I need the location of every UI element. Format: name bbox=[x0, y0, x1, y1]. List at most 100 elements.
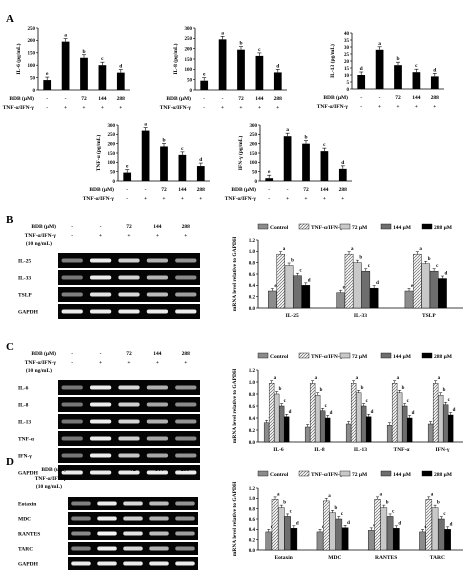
bar-C-4-4 bbox=[448, 414, 454, 443]
gel-tnf-value-B0: - bbox=[71, 233, 73, 239]
bar-C-3-4 bbox=[407, 417, 413, 443]
tnf-value-a2-4: + bbox=[433, 104, 436, 110]
legend-label-C4: 288 μM bbox=[434, 354, 453, 360]
y-tick-label-a3: 200 bbox=[108, 142, 116, 147]
sig-letter-C-1-3: c bbox=[325, 404, 328, 409]
gel-band-D-0-2 bbox=[123, 501, 143, 506]
bdb-value-a4-0: - bbox=[268, 187, 270, 193]
bdb-value-a2-4: 288 bbox=[431, 95, 440, 101]
gel-band-C-3-4 bbox=[175, 436, 197, 441]
gel-tnf-value-D4: + bbox=[183, 476, 186, 482]
gel-band-D-1-0 bbox=[71, 516, 91, 521]
gel-band-D-3-4 bbox=[175, 546, 195, 551]
sig-letter-a0-4: d bbox=[119, 64, 122, 70]
y-tick-label-a1: 300 bbox=[185, 27, 193, 32]
y-tick-label-D: 0.6 bbox=[249, 518, 256, 523]
gel-gene-label-D-0: Eotaxin bbox=[18, 502, 36, 508]
y-tick-label-a1: 100 bbox=[185, 68, 193, 73]
bar-B-0-2 bbox=[284, 265, 294, 309]
gel-gene-label-D-2: RANTES bbox=[18, 532, 40, 538]
bar-a0-2 bbox=[80, 57, 88, 90]
sig-letter-a0-0: e bbox=[46, 71, 49, 77]
y-axis-label-a3: TNF-α (pg/mL) bbox=[95, 135, 102, 172]
sig-letter-a4-0: e bbox=[268, 169, 271, 175]
gel-tnf-value-C2: + bbox=[127, 360, 130, 366]
y-tick-label-a0: 50 bbox=[30, 76, 36, 81]
section-label-d: D bbox=[6, 456, 14, 468]
bar-D-1-2 bbox=[329, 512, 336, 551]
y-tick-label-a4: 300 bbox=[250, 124, 258, 129]
gel-conc-label-B: (10 ng/mL) bbox=[26, 240, 52, 247]
legend-swatch-D3 bbox=[380, 470, 392, 477]
bar-C-2-1 bbox=[350, 383, 357, 443]
tnf-row-label-a3: TNF-α/IFN-γ bbox=[83, 196, 115, 202]
bar-B-0-0 bbox=[268, 290, 277, 309]
gel-bdb-value-D4: 288 bbox=[181, 467, 190, 473]
bdb-row-label-a2: BDB (μM) bbox=[323, 94, 348, 101]
bdb-value-a3-0: - bbox=[126, 187, 128, 193]
y-tick-label-D: 0.0 bbox=[249, 549, 256, 554]
gel-band-C-4-4 bbox=[175, 453, 197, 458]
gel-band-C-1-4 bbox=[175, 402, 197, 407]
section-label-b: B bbox=[6, 214, 14, 226]
sig-letter-D-2-3: c bbox=[392, 509, 395, 514]
bar-a3-3 bbox=[178, 154, 187, 181]
gel-bdb-value-D0: - bbox=[80, 467, 82, 473]
bar-C-2-2 bbox=[355, 392, 362, 443]
tnf-value-a4-2: + bbox=[304, 196, 307, 202]
tnf-value-a4-4: + bbox=[341, 196, 344, 202]
tnf-value-a2-1: + bbox=[378, 104, 381, 110]
gel-bdb-value-C0: - bbox=[71, 351, 73, 357]
gel-bdb-label-B: BDB (μM) bbox=[31, 223, 56, 230]
bar-C-4-0 bbox=[427, 423, 434, 443]
legend-label-B0: Control bbox=[270, 225, 289, 231]
sig-letter-a1-4: d bbox=[276, 63, 279, 69]
y-tick-label-D: 0.2 bbox=[249, 538, 256, 543]
bar-a2-3 bbox=[412, 72, 421, 89]
tnf-value-a2-3: + bbox=[415, 104, 418, 110]
gel-tnf-value-C4: + bbox=[184, 360, 187, 366]
bar-a4-3 bbox=[320, 151, 329, 181]
sig-letter-D-3-3: c bbox=[443, 512, 446, 517]
gel-bdb-value-D2: 72 bbox=[130, 467, 136, 473]
y-tick-label-a3: 300 bbox=[108, 124, 116, 129]
gel-band-C-2-4 bbox=[175, 419, 197, 424]
gel-band-D-1-3 bbox=[149, 516, 169, 521]
sig-letter-C-2-2: b bbox=[361, 386, 364, 391]
gel-band-D-2-2 bbox=[123, 531, 143, 536]
legend-label-D2: 72 μM bbox=[352, 472, 368, 478]
sig-letter-a4-3: c bbox=[323, 142, 326, 148]
tnf-value-a4-0: - bbox=[268, 196, 270, 202]
sig-letter-B-1-3: c bbox=[368, 264, 371, 269]
bar-a0-4 bbox=[116, 72, 125, 90]
category-label-D2: RANTES bbox=[375, 555, 397, 561]
bdb-value-a1-2: 72 bbox=[238, 96, 244, 102]
gel-band-C-1-3 bbox=[146, 402, 169, 407]
sig-letter-B-0-0: e bbox=[274, 284, 277, 289]
gel-band-C-1-1 bbox=[89, 402, 112, 407]
tnf-value-a1-3: + bbox=[258, 105, 261, 111]
gel-band-D-0-3 bbox=[149, 501, 169, 506]
bar-D-3-2 bbox=[431, 507, 439, 551]
gel-band-B-1-0 bbox=[61, 275, 83, 280]
gel-band-C-5-1 bbox=[89, 470, 112, 475]
bar-a4-2 bbox=[302, 143, 310, 181]
gel-gene-label-C-3: TNF-α bbox=[18, 437, 35, 443]
gel-band-C-3-3 bbox=[146, 436, 169, 441]
bar-a3-4 bbox=[196, 166, 205, 181]
legend-label-B2: 72 μM bbox=[352, 225, 368, 231]
sig-letter-a1-2: b bbox=[239, 41, 242, 47]
bar-D-2-4 bbox=[393, 528, 400, 551]
gel-tnf-label-B: TNF-α/IFN-γ bbox=[25, 233, 57, 239]
y-tick-label-a4: 150 bbox=[250, 152, 258, 157]
gel-tnf-value-C0: - bbox=[71, 360, 73, 366]
bar-C-2-4 bbox=[366, 416, 372, 443]
gel-band-B-1-4 bbox=[175, 275, 197, 280]
legend-label-C2: 72 μM bbox=[352, 354, 368, 360]
bar-C-0-4 bbox=[284, 416, 290, 443]
bar-a4-1 bbox=[283, 136, 292, 181]
bar-B-0-4 bbox=[301, 285, 311, 309]
gel-gene-label-C-1: IL-8 bbox=[18, 403, 29, 409]
tnf-value-a1-4: + bbox=[276, 105, 279, 111]
category-label-C4: IFN-γ bbox=[436, 447, 450, 453]
